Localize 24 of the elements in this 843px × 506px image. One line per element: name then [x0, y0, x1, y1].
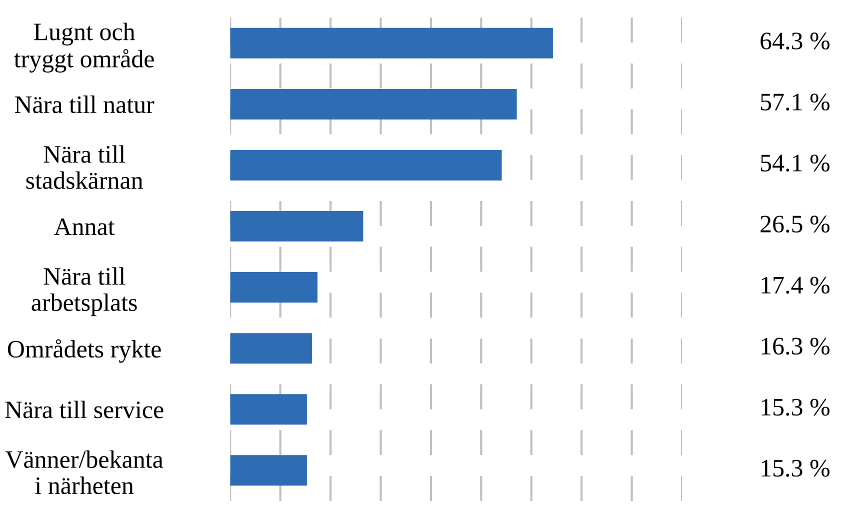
y-tick-label: Områdets rykte: [8, 339, 161, 363]
data-label: 17.4 %: [762, 276, 830, 294]
y-tick-label: Nära till natur: [14, 96, 154, 114]
data-label: 15.3 %: [762, 398, 830, 416]
data-label: 57.1 %: [760, 94, 830, 111]
bar: [230, 211, 364, 242]
data-label: 54.1 %: [760, 154, 830, 172]
bar: [230, 455, 307, 486]
y-tick-label: Vänner/bekanta i närheten: [5, 450, 164, 494]
data-label: 16.3 %: [762, 338, 830, 355]
bar: [230, 28, 553, 58]
bar: [230, 272, 318, 303]
y-tick-label: Nära till stadskärnan: [26, 145, 143, 189]
bar: [230, 333, 312, 364]
y-tick-label: Lugnt och tryggt område: [14, 22, 154, 73]
bar: [230, 394, 307, 425]
bar: [230, 150, 502, 180]
data-label: 26.5 %: [760, 216, 830, 233]
data-label: 64.3 %: [760, 32, 830, 50]
bar: [230, 88, 517, 120]
y-tick-label: Annat: [54, 218, 115, 236]
y-tick-label: Nära till arbetsplats: [32, 267, 137, 316]
data-label: 15.3 %: [762, 460, 830, 477]
y-tick-label: Nära till service: [5, 400, 164, 418]
